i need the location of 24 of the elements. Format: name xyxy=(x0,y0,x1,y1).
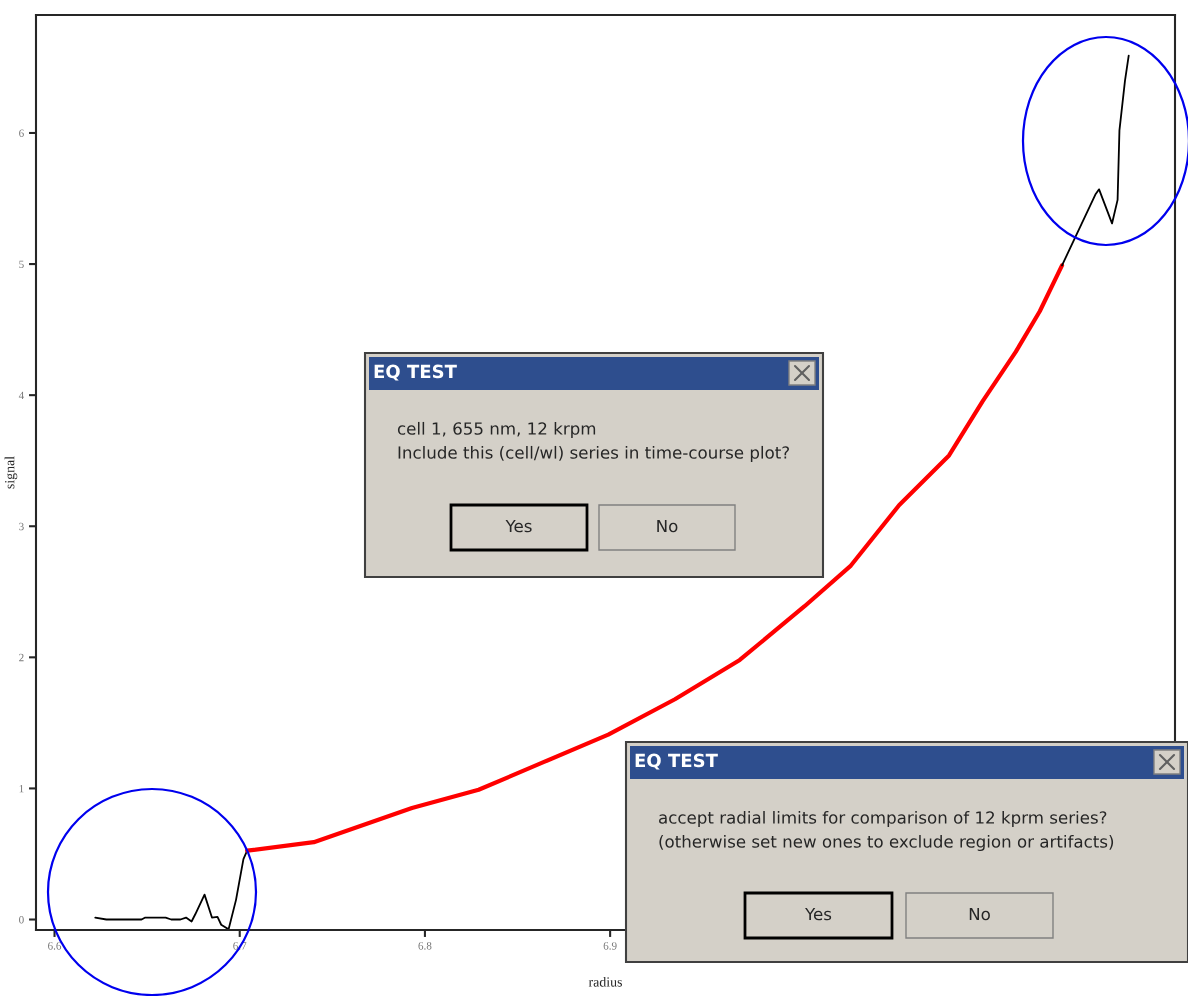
y-tick-label: 1 xyxy=(19,784,24,793)
y-tick-label: 5 xyxy=(19,260,24,269)
y-tick-label: 2 xyxy=(19,653,24,662)
annotation: EQ TEST xyxy=(635,753,718,770)
annotation: cell 1, 655 nm, 12 krpm xyxy=(397,421,596,439)
y-tick-label: 6 xyxy=(19,129,24,137)
x-axis-title: radius xyxy=(588,976,622,987)
y-axis-title: signal xyxy=(4,456,18,489)
annotation: Yes xyxy=(505,519,532,533)
annotation: No xyxy=(657,519,678,533)
y-tick-label: 0 xyxy=(19,915,24,924)
annotation: accept radial limits for comparison of 12 kprm series? xyxy=(659,810,1107,828)
annotation: EQ TEST xyxy=(374,364,457,381)
x-tick-label: 6.8 xyxy=(418,942,432,950)
x-tick-label: 6.9 xyxy=(603,942,617,950)
y-tick-label: 3 xyxy=(19,522,24,531)
annotation: Include this (cell/wl) series in time-course plot? xyxy=(398,445,789,463)
line-series xyxy=(94,849,249,930)
annotation: Yes xyxy=(805,907,832,921)
annotation: (otherwise set new ones to exclude region or artifacts) xyxy=(659,834,1114,852)
x-tick-label: 6.6 xyxy=(48,942,62,950)
annotation: No xyxy=(969,907,990,921)
line-series xyxy=(1061,54,1130,267)
y-tick-label: 4 xyxy=(18,391,25,400)
